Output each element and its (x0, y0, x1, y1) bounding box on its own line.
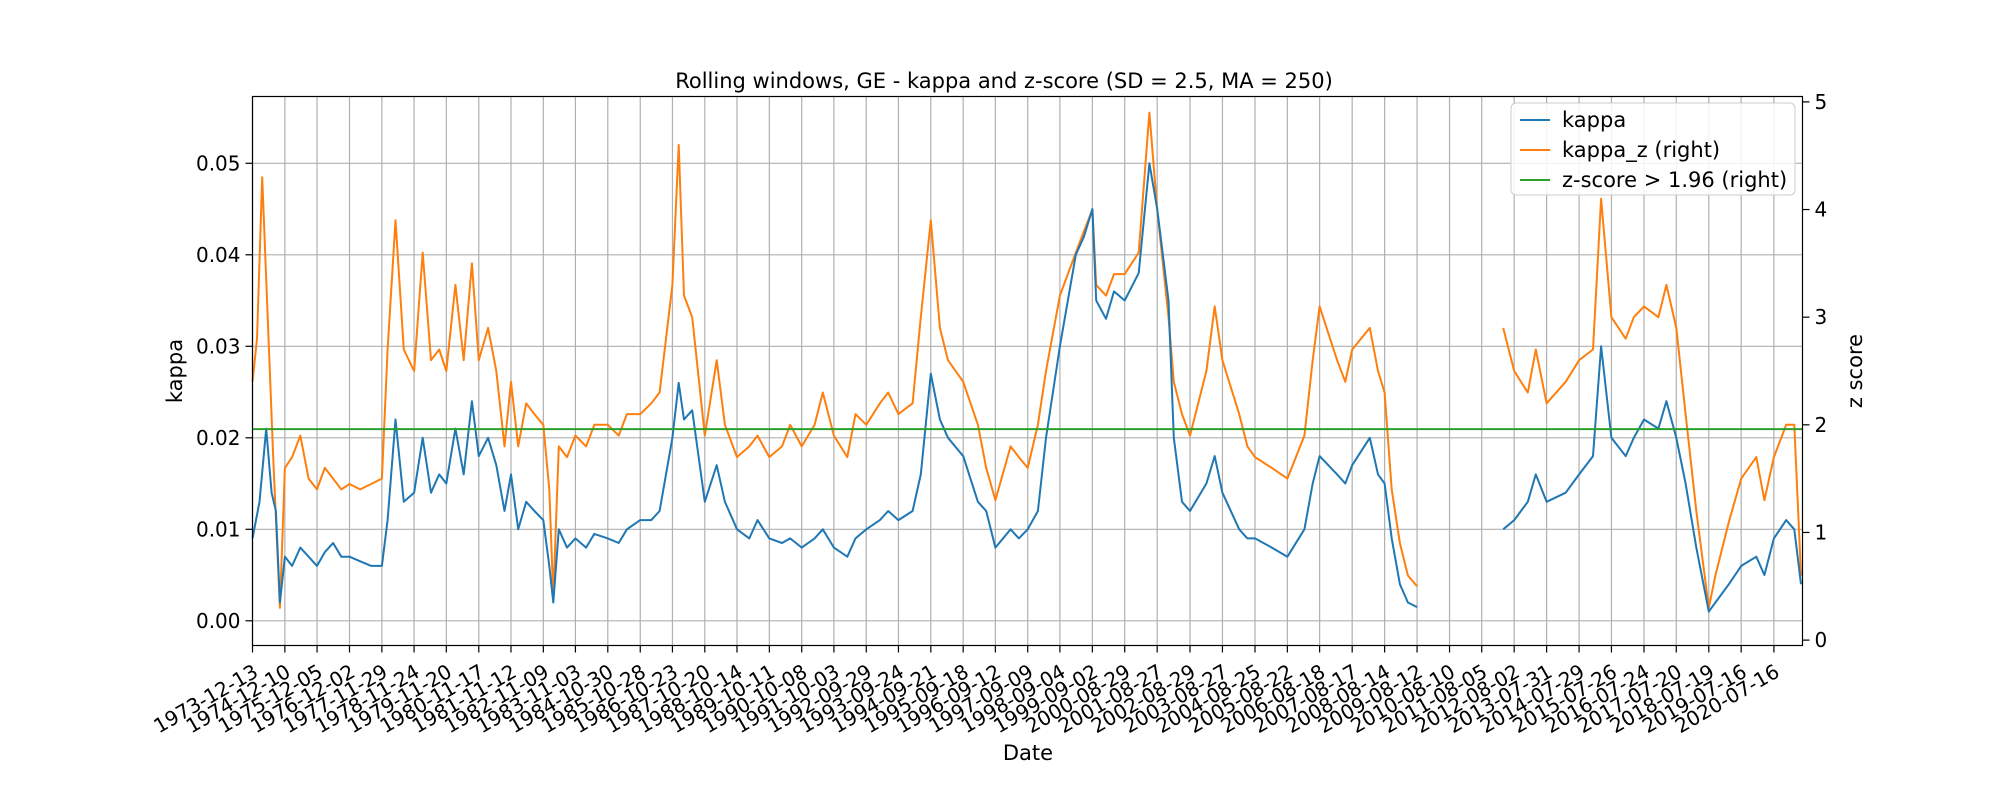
legend: kappa kappa_z (right) z-score > 1.96 (righ… (1510, 102, 1796, 196)
y-tick-label-left: 0.03 (196, 334, 241, 358)
y-axis-label-left: kappa (163, 339, 187, 403)
chart-title: Rolling windows, GE - kappa and z-score … (675, 69, 1333, 93)
y-tick-label-left: 0.02 (196, 426, 241, 450)
y-axis-label-right: z score (1843, 334, 1867, 408)
series-layer (251, 111, 1803, 613)
legend-label: z-score > 1.96 (right) (1562, 168, 1787, 192)
legend-label: kappa_z (right) (1562, 138, 1720, 163)
y-tick-label-left: 0.00 (196, 609, 241, 633)
y-axis-right: 0 1 2 3 4 5 (1802, 90, 1828, 652)
x-axis-label: Date (1003, 741, 1053, 765)
y-tick-label-right: 4 (1815, 198, 1828, 222)
y-tick-label-left: 0.05 (196, 151, 241, 175)
y-tick-label-right: 3 (1815, 305, 1828, 329)
y-tick-label-right: 2 (1815, 413, 1828, 437)
y-tick-label-left: 0.04 (196, 243, 241, 267)
legend-label: kappa (1562, 108, 1626, 132)
y-tick-label-right: 5 (1815, 90, 1828, 114)
y-tick-label-right: 0 (1815, 628, 1828, 652)
y-tick-label-right: 1 (1815, 520, 1828, 544)
series-line-kappa-z-right- (251, 111, 1802, 609)
series-line-kappa (251, 162, 1802, 613)
y-tick-label-left: 0.01 (196, 517, 241, 541)
y-axis-left: 0.00 0.01 0.02 0.03 0.04 0.05 (196, 151, 253, 633)
legend-box (1510, 102, 1796, 196)
x-axis: 1973-12-131974-12-101975-12-051976-12-02… (149, 645, 1783, 738)
